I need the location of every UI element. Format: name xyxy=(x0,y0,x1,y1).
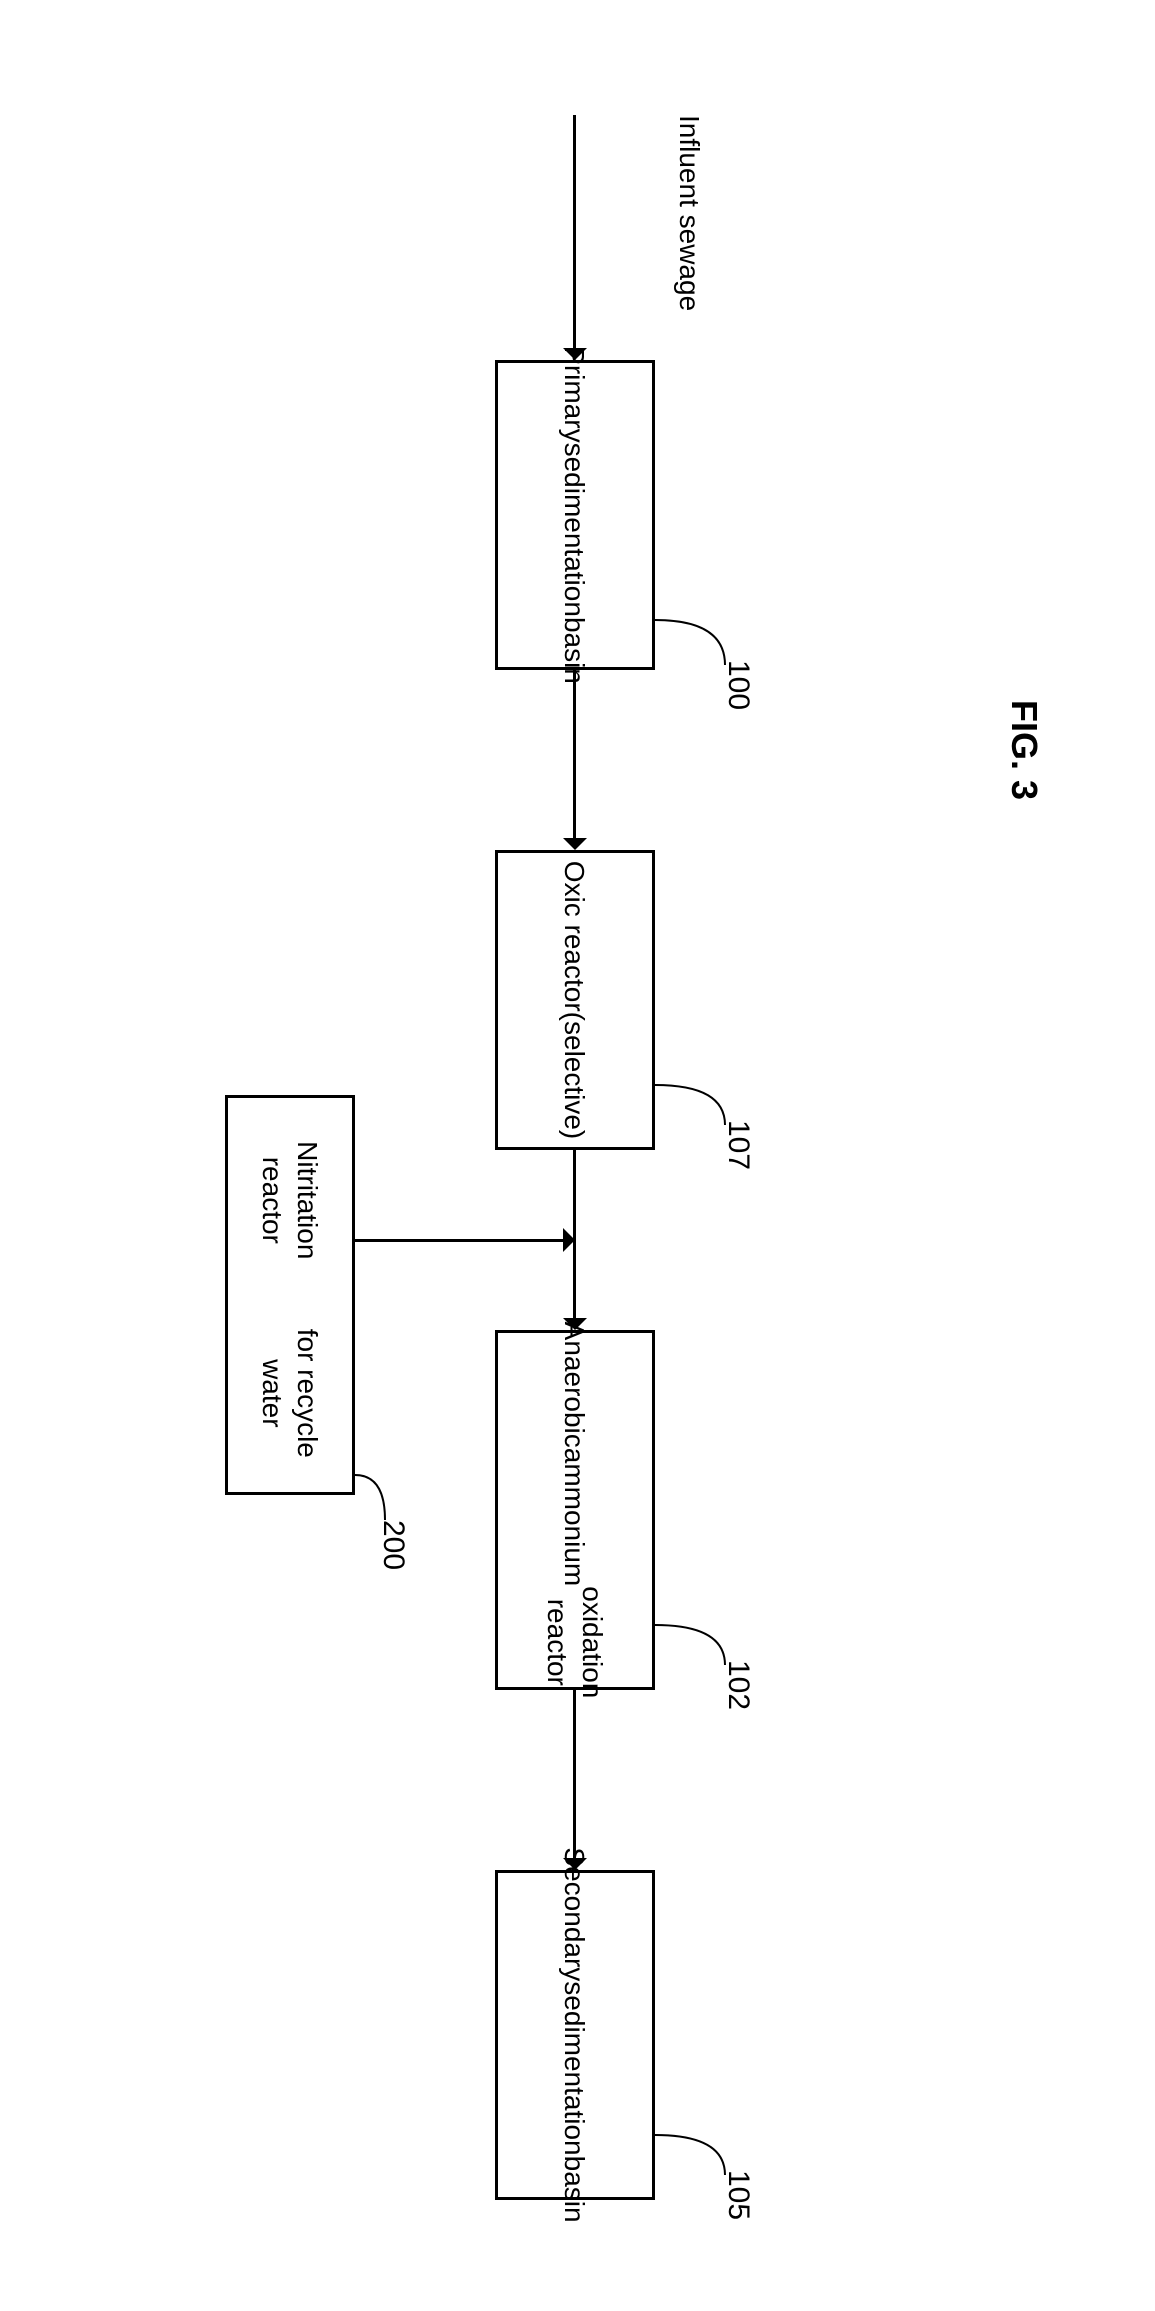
arrowhead-primary-to-oxic xyxy=(563,838,587,850)
inflow-label: Influent sewage xyxy=(673,115,705,311)
arrow-inflow-to-primary xyxy=(574,115,577,348)
arrowhead-nitritation-up xyxy=(563,1228,575,1252)
box-primary-sedimentation: Primarysedimentationbasin xyxy=(495,360,655,670)
arrowhead-anammox-to-secondary xyxy=(563,1858,587,1870)
ref-200: 200 xyxy=(376,1520,410,1570)
leader-oxic xyxy=(650,1080,730,1130)
box-nitritation-reactor: Nitritation reactorfor recycle water xyxy=(225,1095,355,1495)
arrow-primary-to-oxic xyxy=(574,670,577,838)
arrow-nitritation-up xyxy=(355,1239,563,1242)
box-secondary-sedimentation: Secondarysedimentationbasin xyxy=(495,1870,655,2200)
leader-nitritation xyxy=(350,1470,390,1525)
arrowhead-inflow-to-primary xyxy=(563,348,587,360)
leader-primary xyxy=(650,615,730,670)
arrowhead-oxic-to-anammox xyxy=(563,1318,587,1330)
leader-anammox xyxy=(650,1620,730,1670)
rotated-canvas: FIG. 3 Influent sewage Primarysedimentat… xyxy=(0,0,1155,2311)
box-oxic-reactor: Oxic reactor(selective) xyxy=(495,850,655,1150)
figure-title: FIG. 3 xyxy=(1003,700,1045,800)
page: FIG. 3 Influent sewage Primarysedimentat… xyxy=(0,0,1155,2311)
arrow-anammox-to-secondary xyxy=(574,1690,577,1858)
box-anaerobic-ammonium-oxidation: Anaerobicammoniumoxidation reactor xyxy=(495,1330,655,1690)
leader-secondary xyxy=(650,2130,730,2180)
